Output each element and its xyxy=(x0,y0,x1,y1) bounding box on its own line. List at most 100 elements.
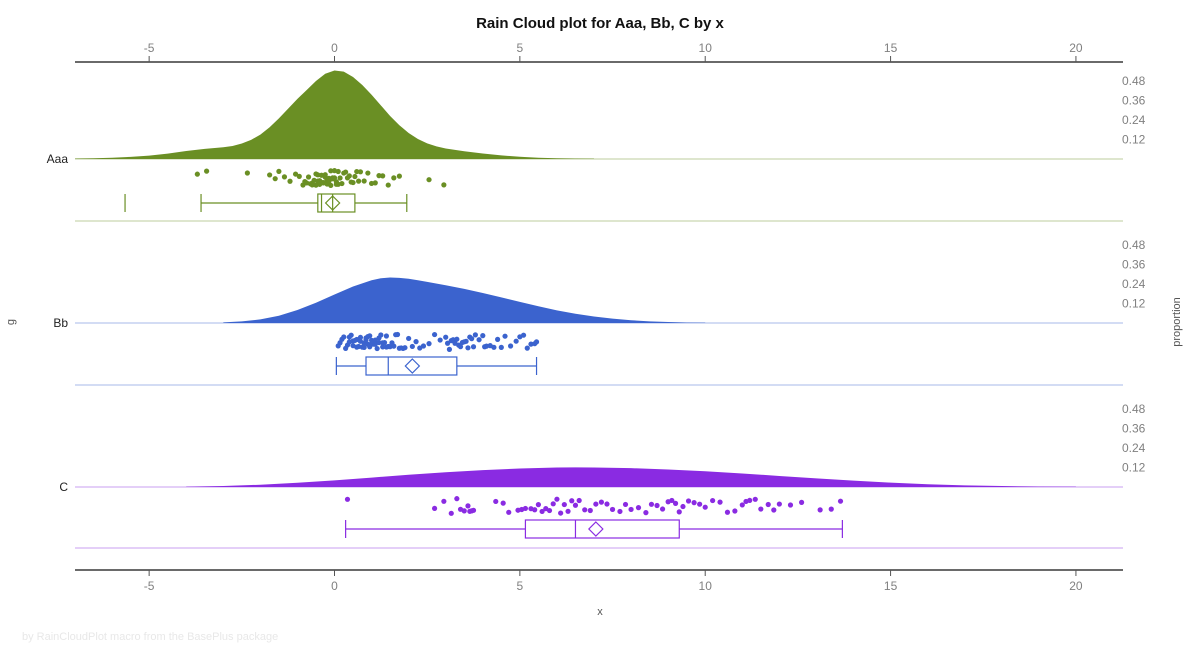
axis-tick-label: 5 xyxy=(517,41,524,55)
axis-tick-label: 10 xyxy=(699,579,713,593)
data-point xyxy=(513,338,519,344)
box-iqr xyxy=(317,193,356,213)
mean-diamond xyxy=(404,358,421,374)
data-point xyxy=(380,344,386,350)
data-point xyxy=(587,507,593,514)
data-point xyxy=(337,175,343,181)
data-point xyxy=(339,180,345,187)
mean-diamond xyxy=(324,195,341,211)
data-point xyxy=(437,337,443,343)
data-point xyxy=(244,170,250,176)
data-point xyxy=(343,169,349,175)
data-point xyxy=(787,502,794,508)
data-point xyxy=(732,508,738,514)
density-cloud xyxy=(223,277,706,323)
data-point xyxy=(522,505,529,512)
box-iqr xyxy=(365,356,458,376)
data-point xyxy=(672,500,679,506)
data-point xyxy=(495,336,501,342)
data-point xyxy=(697,501,703,507)
data-point xyxy=(828,506,834,512)
axis-tick-label: 20 xyxy=(1069,41,1083,55)
data-point xyxy=(680,503,686,510)
data-point xyxy=(604,501,610,507)
data-point xyxy=(374,345,380,352)
data-point xyxy=(465,345,471,351)
data-point xyxy=(550,501,556,507)
data-point xyxy=(493,498,499,505)
data-point xyxy=(710,497,716,504)
data-point xyxy=(628,506,634,513)
data-point xyxy=(380,173,386,179)
data-point xyxy=(470,344,477,350)
data-point xyxy=(361,344,367,351)
proportion-tick-label: 0.48 xyxy=(1122,238,1146,252)
group-label-Bb: Bb xyxy=(53,316,68,330)
axis-tick-label: 20 xyxy=(1069,579,1083,593)
data-point xyxy=(381,339,388,346)
data-point xyxy=(276,168,282,174)
data-point xyxy=(376,173,382,179)
data-point xyxy=(532,507,538,513)
data-point xyxy=(817,507,823,513)
data-point xyxy=(582,507,588,513)
data-point xyxy=(402,345,408,351)
axis-tick-label: -5 xyxy=(144,41,155,55)
data-point xyxy=(765,501,771,508)
data-point xyxy=(348,332,354,338)
rain-points xyxy=(335,331,540,352)
data-point xyxy=(598,499,605,505)
data-point xyxy=(470,507,477,513)
data-point xyxy=(654,502,660,509)
group-label-Aaa: Aaa xyxy=(47,152,69,166)
group-label-C: C xyxy=(59,480,68,494)
axis-tick-label: 0 xyxy=(331,579,338,593)
axis-tick-label: 0 xyxy=(331,41,338,55)
data-point xyxy=(383,333,389,339)
data-point xyxy=(565,508,571,514)
data-point xyxy=(443,334,449,340)
data-point xyxy=(281,174,288,180)
data-point xyxy=(535,502,541,508)
data-point xyxy=(341,334,347,340)
data-point xyxy=(507,343,514,349)
data-point xyxy=(385,182,391,188)
data-point xyxy=(476,337,482,343)
data-point xyxy=(622,501,629,508)
bottom-axis: -5 0 5 10 15 20 xyxy=(75,569,1123,593)
panel-C: C 0.12 0.24 0.36 0.48 xyxy=(59,402,1146,549)
data-point xyxy=(305,174,312,180)
data-point xyxy=(498,344,504,350)
data-point xyxy=(491,344,497,350)
box-plot xyxy=(335,356,538,376)
data-point xyxy=(635,505,642,511)
data-point xyxy=(346,173,352,179)
data-point xyxy=(685,498,692,504)
data-point xyxy=(576,497,582,504)
data-point xyxy=(446,346,453,352)
data-point xyxy=(367,333,373,339)
y-axis-label: g xyxy=(5,319,17,325)
data-point xyxy=(426,177,432,183)
data-point xyxy=(659,506,666,512)
data-point xyxy=(569,498,575,504)
density-cloud xyxy=(75,70,594,159)
data-point xyxy=(463,338,469,344)
panels-container: Aaa 0.12 0.24 0.36 0.48 Bb 0.12 0.24 0.36 0.48 C 0.… xyxy=(47,70,1146,549)
rain-points xyxy=(194,168,447,189)
data-point xyxy=(391,175,397,181)
data-point xyxy=(365,170,371,176)
data-point xyxy=(500,500,506,506)
data-point xyxy=(420,343,427,349)
data-point xyxy=(357,334,364,341)
data-point xyxy=(426,341,432,347)
data-point xyxy=(457,344,464,350)
data-point xyxy=(747,497,753,504)
data-point xyxy=(396,173,402,179)
data-point xyxy=(335,168,341,175)
proportion-tick-label: 0.24 xyxy=(1122,277,1146,291)
data-point xyxy=(361,178,367,184)
data-point xyxy=(609,506,616,513)
